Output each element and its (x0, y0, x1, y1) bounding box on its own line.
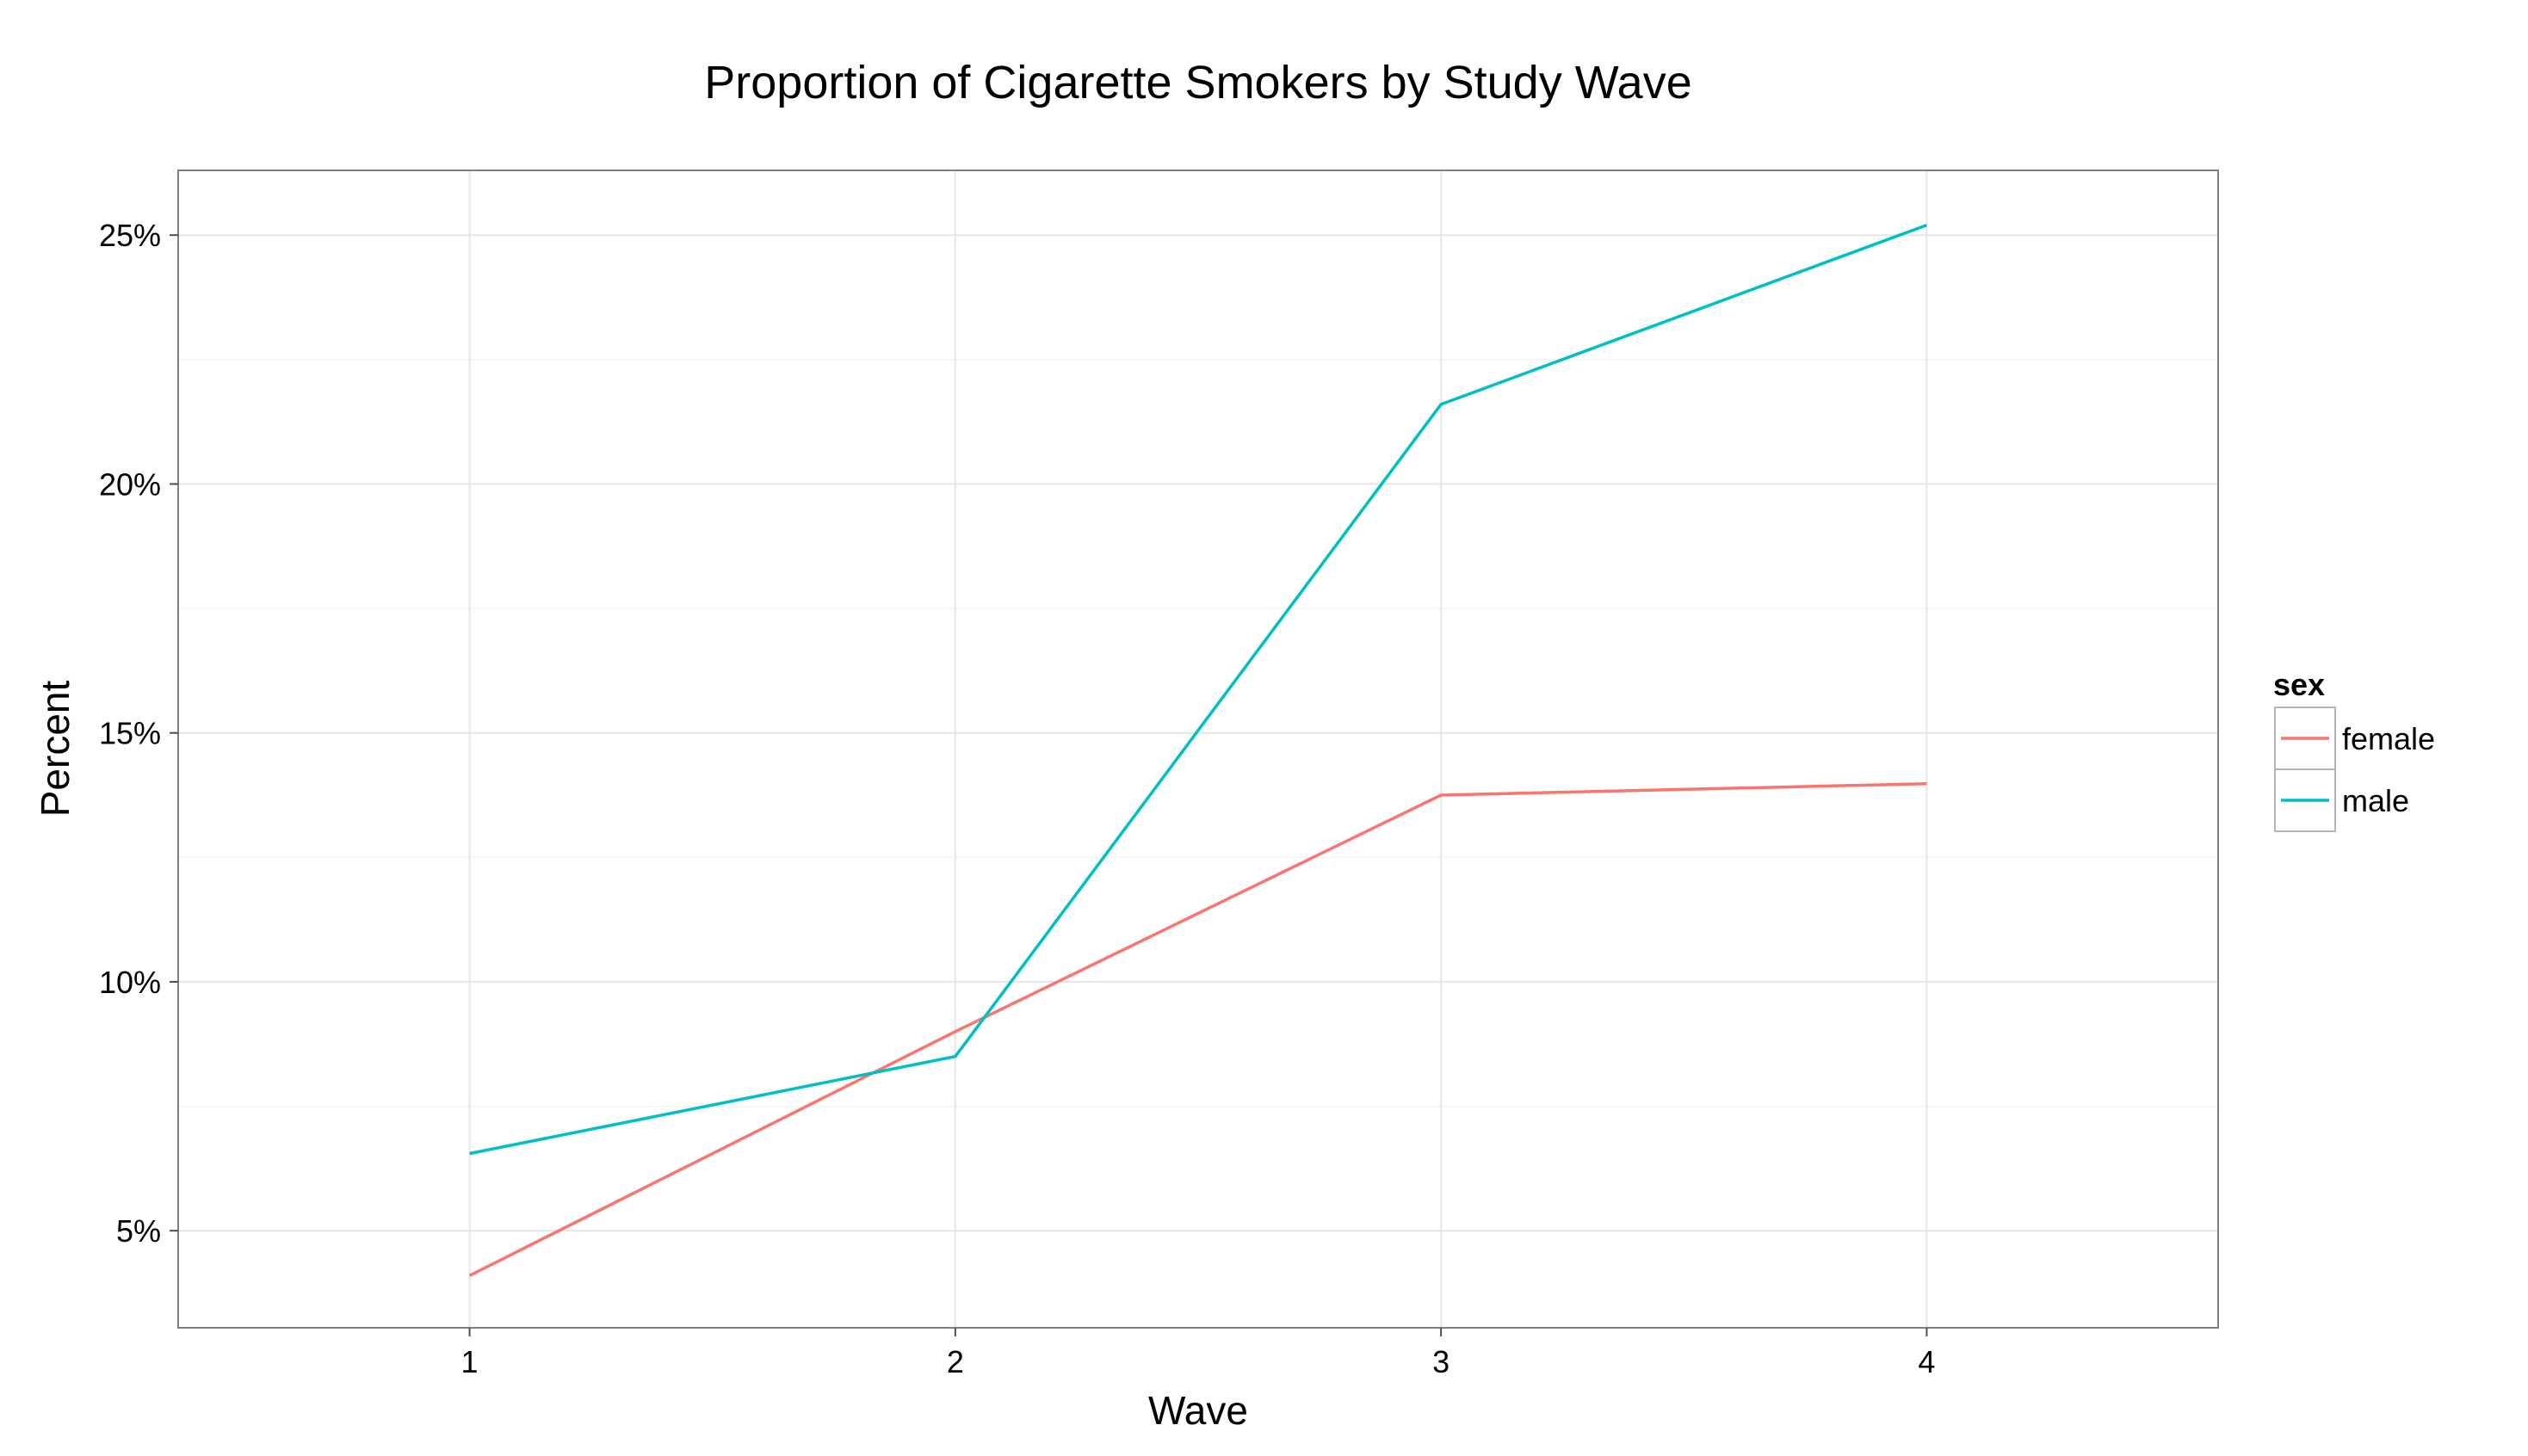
y-tick-label: 15% (99, 716, 161, 751)
chart-title: Proportion of Cigarette Smokers by Study… (704, 57, 1692, 108)
x-tick-label: 1 (461, 1344, 479, 1379)
legend-title: sex (2273, 667, 2325, 702)
legend-label-male: male (2342, 783, 2409, 818)
legend-label-female: female (2342, 721, 2435, 756)
x-tick-label: 3 (1432, 1344, 1449, 1379)
gridlines (178, 170, 2218, 1328)
series-line-male (469, 223, 1928, 1156)
series-lines (468, 223, 1928, 1277)
y-axis-label: Percent (33, 681, 77, 817)
plot-panel-border (177, 170, 2219, 1329)
y-axis: 5% 10% 15% 20% 25% (99, 218, 178, 1249)
x-axis-label: Wave (1148, 1388, 1248, 1433)
legend: sex female male (2273, 667, 2435, 832)
x-axis: 1 2 3 4 (461, 1328, 1935, 1379)
y-tick-label: 25% (99, 218, 161, 253)
y-tick-label: 5% (116, 1213, 161, 1249)
y-tick-label: 20% (99, 466, 161, 502)
x-tick-label: 4 (1918, 1344, 1935, 1379)
y-tick-label: 10% (99, 965, 161, 1000)
series-line-female (468, 781, 1927, 1277)
legend-items: female male (2274, 706, 2435, 832)
x-tick-label: 2 (947, 1344, 964, 1379)
